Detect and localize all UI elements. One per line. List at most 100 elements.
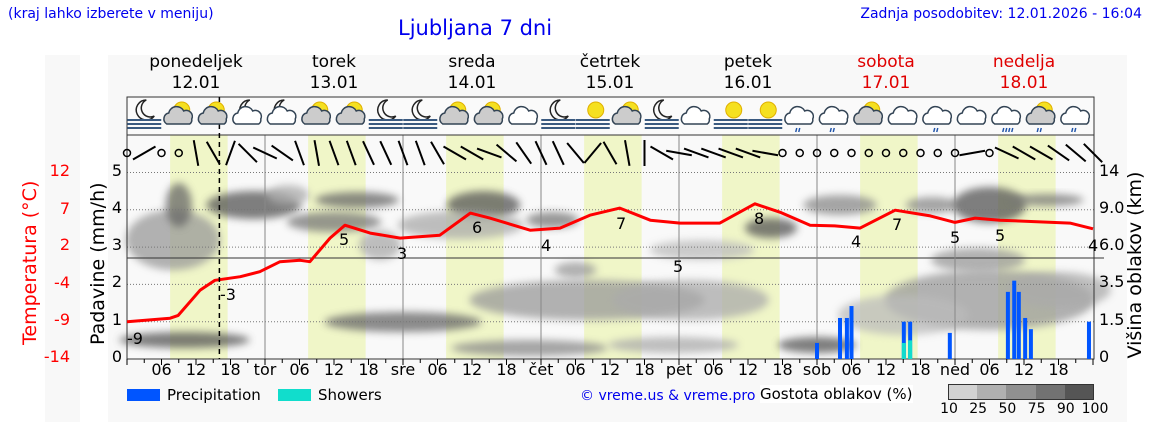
cloud-height-tick-label: 0	[1099, 347, 1110, 366]
rain-drop	[1071, 127, 1074, 133]
cloud-height-tick-label: 14	[1099, 160, 1120, 180]
cloud-density-blob	[649, 240, 755, 260]
precipitation-bar	[947, 332, 952, 359]
wind-barb-icon	[683, 147, 709, 159]
wind-barb-icon	[700, 147, 727, 159]
wind-calm-icon	[812, 148, 822, 158]
wind-barb-icon	[1065, 143, 1087, 163]
rain-drop	[1074, 127, 1077, 133]
moon-cloud-icon	[266, 99, 297, 125]
day-name-5: sobota	[857, 52, 915, 72]
cloud-height-axis-title: Višina oblakov (km)	[1124, 171, 1146, 359]
cloud-density-blob	[744, 218, 798, 238]
cloud-density-level: 90	[1056, 401, 1075, 417]
cloud-height-tick-label: 6.0	[1099, 235, 1125, 255]
cloud-density-blob	[119, 332, 250, 348]
precipitation-legend-label: Precipitation	[167, 386, 261, 404]
sun-cloud-icon	[439, 101, 470, 125]
cloud-density-blob	[612, 280, 769, 320]
cloud-density-blob	[1006, 272, 1111, 308]
x-tick-label: 12	[323, 360, 345, 379]
rain-drop	[1039, 127, 1042, 133]
precipitation-tick-label: 5	[111, 160, 122, 180]
cloud	[611, 105, 642, 125]
precipitation-bar	[1028, 329, 1033, 359]
x-tick-label: 18	[220, 360, 241, 379]
credit-link[interactable]: © vreme.us & vreme.pro	[580, 388, 756, 404]
sun	[725, 101, 743, 119]
cloud-icon	[956, 105, 987, 125]
cloud-density-swatch	[948, 384, 978, 400]
cloud-density-level: 25	[969, 401, 988, 417]
cloud-density-blob	[451, 340, 608, 356]
cloud-density-swatch	[1006, 384, 1036, 400]
x-tick-label: 06	[841, 360, 862, 379]
temperature-tick-label: 12	[49, 161, 70, 180]
x-tick-label: 18	[358, 360, 379, 379]
colorbar-frame	[948, 384, 1094, 400]
day-name-0: ponedeljek	[149, 52, 243, 72]
temperature-tick-label: -9	[54, 310, 70, 329]
wind-barb-icon	[430, 141, 445, 165]
wind-calm-icon	[985, 148, 994, 158]
x-tick-label: 18	[496, 360, 517, 379]
moon-fog-icon	[644, 99, 679, 129]
cloud-density-blob	[930, 248, 1026, 272]
cloud-density-swatch	[1064, 384, 1094, 400]
showers-legend-label: Showers	[318, 386, 382, 404]
precipitation-bar	[815, 342, 819, 359]
cloud-density-blob	[315, 192, 399, 208]
wind-barb-icon	[132, 145, 157, 161]
sun-cloud-rain-icon	[1025, 101, 1056, 133]
rain-drop	[1008, 127, 1011, 133]
day-date-0: 12.01	[171, 73, 221, 93]
showers-bar	[908, 340, 913, 359]
wind-barb-icon	[379, 140, 393, 166]
cloud-rain-icon	[922, 105, 953, 133]
moon	[549, 99, 569, 121]
sun-cloud-icon	[301, 101, 332, 125]
x-tick-label: 06	[427, 360, 448, 379]
cloud-density-blob	[607, 337, 739, 353]
x-tick-label: 06	[289, 360, 310, 379]
wind-barb-icon	[442, 145, 467, 161]
cloud	[956, 105, 987, 125]
precipitation-bar	[901, 321, 906, 359]
precipitation-tick-label: 3	[111, 235, 122, 255]
rain-drop	[798, 127, 801, 133]
cloud-density-level: 100	[1081, 401, 1109, 417]
wind-calm-icon	[933, 148, 942, 158]
temperature-extreme-label: 5	[995, 226, 1006, 245]
wind-barb-icon	[959, 149, 986, 157]
wind-barb-icon	[994, 146, 1019, 160]
x-tick-label: sob	[802, 360, 832, 379]
cloud-rain-icon	[818, 105, 849, 133]
moon-fog-icon	[541, 99, 576, 129]
cloud	[508, 105, 539, 125]
sun-cloud-icon	[473, 101, 504, 125]
wind-calm-icon	[778, 148, 787, 158]
precipitation-bar	[838, 317, 842, 359]
moon	[377, 99, 397, 121]
x-tick-label: 06	[703, 360, 724, 379]
cloud-icon	[887, 105, 918, 125]
day-date-3: 15.01	[585, 73, 635, 93]
rain-drop	[933, 127, 936, 133]
wind-barb-icon	[1012, 145, 1036, 161]
rain-drop	[829, 127, 832, 133]
day-date-1: 13.01	[309, 73, 359, 93]
cloud-density-level: 50	[998, 401, 1017, 417]
wind-barb-icon	[495, 143, 518, 163]
cloud	[887, 105, 918, 125]
cloud-icon	[680, 105, 711, 125]
temperature-extreme-label: 5	[950, 228, 961, 247]
cloud	[163, 105, 194, 125]
wind-barb-icon	[271, 144, 294, 162]
wind-barb-icon	[328, 140, 340, 166]
temperature-extreme-label: 8	[754, 209, 765, 228]
sun-fog-icon	[575, 101, 610, 129]
rain-drop	[936, 127, 939, 133]
temperature-tick-label: 7	[59, 199, 70, 218]
wind-calm-icon	[830, 148, 839, 158]
cloud-icon	[508, 105, 539, 125]
